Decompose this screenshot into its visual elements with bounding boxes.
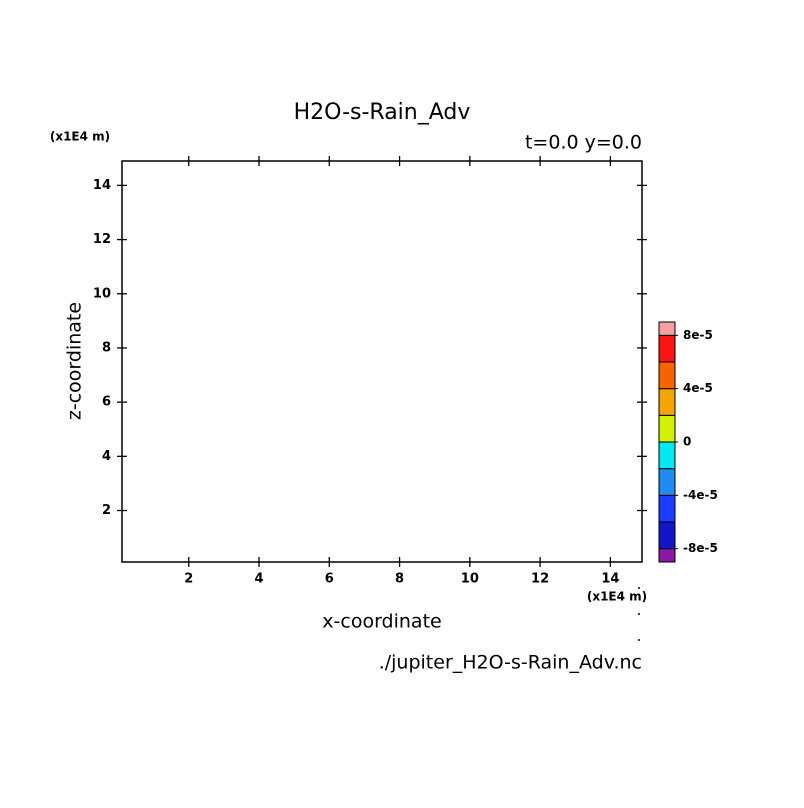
colorbar-segment: [658, 361, 676, 390]
colorbar-segment: [658, 548, 676, 563]
colorbar-segment: [658, 388, 676, 416]
x-tick-label: 2: [184, 572, 193, 587]
colorbar-tick-label: -4e-5: [683, 488, 718, 502]
y-unit: (x1E4 m): [50, 130, 110, 144]
colorbar-segment: [658, 494, 676, 523]
y-tick-label: 12: [93, 232, 111, 247]
y-tick-label: 6: [102, 395, 111, 410]
y-tick-label: 10: [93, 286, 111, 301]
colorbar-segment: [658, 414, 676, 443]
plot-frame: [121, 160, 643, 563]
y-axis-label: z-coordinate: [64, 302, 86, 420]
x-unit: (x1E4 m): [587, 590, 647, 604]
x-tick-label: 10: [461, 572, 479, 587]
x-tick-label: 12: [531, 572, 549, 587]
colorbar-tick-label: 0: [683, 435, 691, 449]
colorbar-segment: [658, 334, 676, 363]
colorbar-tick-label: 4e-5: [683, 381, 713, 395]
source-file: ./jupiter_H2O-s-Rain_Adv.nc: [379, 652, 642, 674]
x-axis-label: x-coordinate: [322, 611, 441, 633]
colorbar-tick-label: 8e-5: [683, 328, 713, 342]
chart-subtitle: t=0.0 y=0.0: [525, 132, 642, 154]
dot: [638, 587, 640, 589]
x-tick-label: 6: [325, 572, 334, 587]
colorbar-tick-label: -8e-5: [683, 541, 718, 555]
colorbar-segment: [658, 521, 676, 550]
colorbar-segment: [658, 441, 676, 470]
colorbar-segment: [658, 321, 676, 336]
y-tick-label: 14: [93, 178, 111, 193]
y-tick-label: 2: [102, 503, 111, 518]
colorbar-segment: [658, 468, 676, 496]
x-tick-label: 4: [255, 572, 264, 587]
dot: [638, 613, 640, 615]
chart-title: H2O-s-Rain_Adv: [294, 100, 471, 125]
dot: [638, 639, 640, 641]
y-tick-label: 8: [102, 340, 111, 355]
x-tick-label: 8: [395, 572, 404, 587]
x-tick-label: 14: [601, 572, 619, 587]
y-tick-label: 4: [102, 449, 111, 464]
